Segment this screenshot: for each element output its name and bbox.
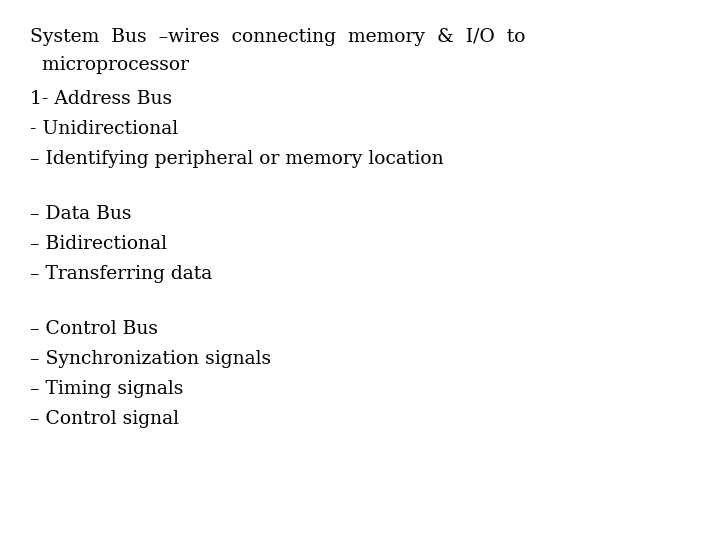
Text: – Identifying peripheral or memory location: – Identifying peripheral or memory locat… bbox=[30, 150, 444, 168]
Text: 1- Address Bus: 1- Address Bus bbox=[30, 90, 172, 108]
Text: – Transferring data: – Transferring data bbox=[30, 265, 212, 283]
Text: – Data Bus: – Data Bus bbox=[30, 205, 132, 223]
Text: – Bidirectional: – Bidirectional bbox=[30, 235, 167, 253]
Text: – Timing signals: – Timing signals bbox=[30, 380, 184, 398]
Text: – Synchronization signals: – Synchronization signals bbox=[30, 350, 271, 368]
Text: System  Bus  –wires  connecting  memory  &  I/O  to: System Bus –wires connecting memory & I/… bbox=[30, 28, 526, 46]
Text: – Control Bus: – Control Bus bbox=[30, 320, 158, 338]
Text: – Control signal: – Control signal bbox=[30, 410, 179, 428]
Text: - Unidirectional: - Unidirectional bbox=[30, 120, 178, 138]
Text: microprocessor: microprocessor bbox=[30, 56, 189, 74]
